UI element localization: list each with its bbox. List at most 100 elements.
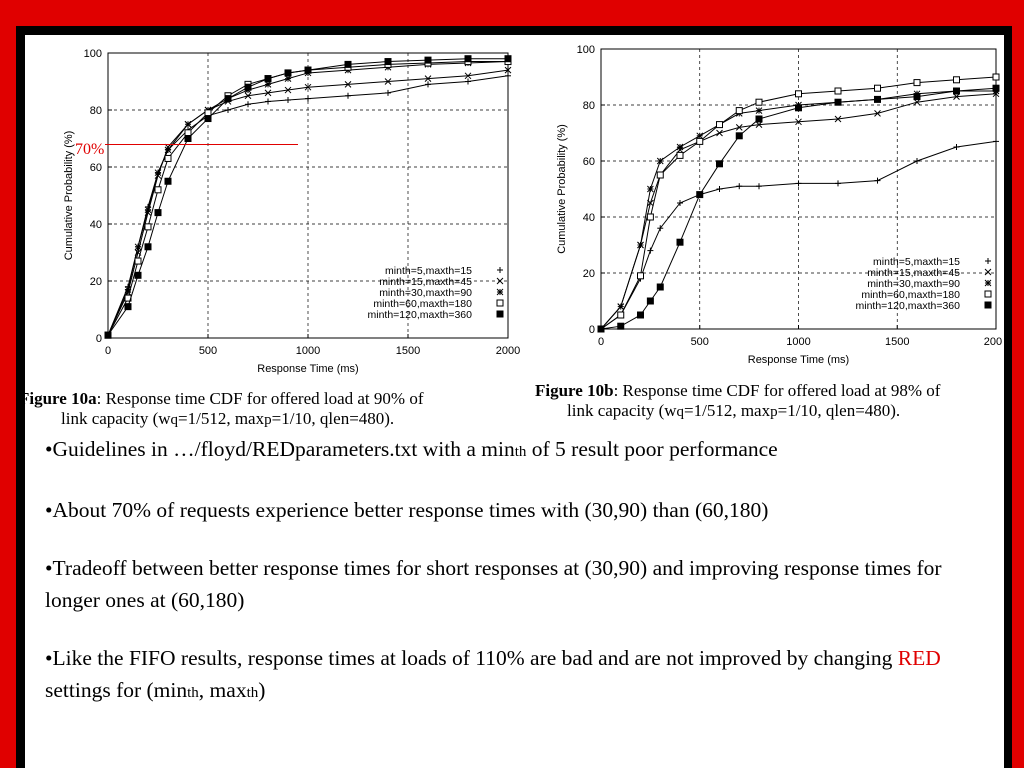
fig10a-point-s4-1	[124, 303, 132, 311]
fig10b-marker-s1-12-d2	[874, 110, 881, 117]
fig10a-marker-s4-10	[264, 75, 272, 83]
fig10a-point-s4-7	[204, 115, 212, 123]
fig10b-marker-s1-9-d2	[755, 121, 763, 128]
fig10b-point-s4-6	[696, 191, 704, 199]
fig10a-point-s1-16	[464, 72, 472, 80]
fig10b-point-s2-4	[656, 157, 664, 165]
fig10b-point-s1-13	[913, 98, 921, 106]
fig10a-ytick-label: 20	[90, 276, 102, 288]
fig10a-marker-s1-9-d2	[244, 92, 252, 100]
fig10b-point-s0-14	[953, 144, 960, 150]
fig10b-point-s0-7	[716, 186, 723, 192]
bullet-fifo-text: •Like the FIFO results, response times a…	[45, 646, 898, 670]
fig10a-legend-label-4: minth=120,maxth=360	[368, 309, 473, 321]
fig10a-marker-s1-11-d2	[284, 86, 292, 94]
fig10a-point-s1-14	[384, 78, 392, 85]
fig10b-marker-s4-14	[953, 87, 960, 95]
fig10a-point-s4-0	[104, 331, 112, 339]
fig10b-point-s3-15	[992, 73, 1000, 81]
bullet-fifo-red: RED	[897, 646, 941, 670]
fig10b-marker-s2-2-d2	[637, 241, 644, 249]
fig10a-point-s2-2	[134, 243, 142, 251]
bullet-list: •Guidelines in …/floyd/REDparameters.txt…	[45, 433, 1000, 735]
fig10a-legend-marker-3	[496, 299, 504, 307]
fig10b-point-s4-15	[992, 84, 1000, 92]
fig10b-legend-label-0: minth=5,maxth=15	[873, 256, 960, 268]
fig10a-point-s4-13	[344, 60, 352, 68]
caption-fig10b-sub1: q	[676, 404, 685, 420]
bullet-fifo-text4: )	[258, 678, 266, 702]
fig10b-point-s0-3	[647, 247, 654, 254]
fig10b-marker-s3-4	[656, 171, 664, 179]
fig10a-point-s2-10	[264, 80, 272, 88]
fig10a-point-s0-15	[425, 81, 431, 88]
seventy-percent-line	[105, 144, 298, 145]
fig10b-point-s4-8	[735, 132, 743, 140]
fig10b-point-s0-8	[736, 183, 743, 190]
fig10b-marker-s4-1	[617, 322, 625, 330]
fig10b-xlabel: Response Time (ms)	[748, 354, 849, 366]
fig10b-marker-s4-13	[913, 93, 921, 101]
fig10a-marker-s4-2	[134, 271, 142, 279]
fig10b-point-s4-4	[656, 283, 664, 291]
fig10a-ytick-label: 40	[90, 219, 102, 231]
fig10a-legend-mk-1-d2	[496, 277, 504, 285]
slide: 0 500 1000 1500 2000 0 20 40 60 80 100 Response Tim…	[25, 35, 1004, 768]
fig10b-point-s3-5	[676, 151, 684, 159]
fig10b-marker-s4-10	[795, 104, 802, 112]
fig10b-legend-marker-1	[984, 268, 992, 276]
fig10b-series-line-0	[600, 140, 997, 330]
fig10b-marker-s4-15	[992, 84, 1000, 92]
fig10a-marker-s3-3	[144, 223, 152, 231]
fig10a-marker-s2-4-d2	[154, 169, 162, 177]
caption-fig10b: Figure 10b: Response time CDF for offere…	[535, 381, 1004, 422]
fig10b-point-s0-13	[914, 158, 920, 164]
fig10a-marker-s3-6	[184, 129, 192, 137]
fig10b-legend-marker-4	[984, 301, 992, 309]
bullet-guidelines-sub: th	[514, 444, 527, 460]
caption-fig10a-text: : Response time CDF for offered load at …	[96, 389, 424, 408]
caption-fig10b-text3: =1/512, max	[684, 401, 771, 420]
fig10a-marker-s2-3-d2	[144, 206, 152, 214]
fig10a-point-s0-12	[305, 95, 311, 102]
fig10b-marker-s3-6	[696, 137, 704, 145]
fig10a-ytick-label: 80	[90, 105, 102, 117]
fig10b-legend-label-2: minth=30,maxth=90	[867, 278, 960, 290]
fig10a-marker-s2-5-d2	[164, 146, 172, 154]
fig10a-point-s4-2	[134, 271, 142, 279]
fig10a-point-s4-3	[144, 243, 152, 251]
fig10a-point-s1-12	[304, 83, 312, 91]
fig10b-point-s1-11	[834, 115, 842, 123]
fig10b-point-s4-2	[637, 311, 644, 319]
fig10b-xtick-label: 0	[598, 336, 604, 348]
fig10a-marker-s4-6	[184, 135, 192, 142]
fig10b-point-s3-6	[696, 137, 704, 145]
fig10b-point-s0-5	[677, 200, 683, 206]
fig10b-point-s0-12	[874, 177, 881, 184]
fig10b-xtick-label: 1500	[885, 336, 909, 348]
bullet-seventy-percent: •About 70% of requests experience better…	[45, 498, 769, 522]
fig10a-point-s3-2	[134, 257, 142, 265]
bullet-fifo-text2: settings for (min	[45, 678, 188, 702]
fig10b-point-s3-7	[716, 121, 723, 129]
fig10b-marker-s2-6-d2	[696, 132, 704, 140]
fig10a-legend-marker-1	[496, 277, 504, 285]
bullet-fifo-text3: , max	[198, 678, 247, 702]
fig10b-point-s2-1	[617, 303, 625, 310]
fig10b-point-s3-2	[637, 272, 644, 280]
bullet-tradeoff: •Tradeoff between better response times …	[45, 556, 942, 612]
fig10a-point-s4-16	[464, 55, 472, 63]
bullet-fifo: •Like the FIFO results, response times a…	[45, 642, 1000, 709]
fig10a-legend-mk-3	[496, 299, 504, 307]
fig10a-point-s4-17	[504, 55, 512, 63]
caption-fig10a-line1: Figure 10a: Response time CDF for offere…	[25, 389, 519, 409]
fig10a-point-s4-6	[184, 135, 192, 142]
fig10b-legend-label-1: minth=15,maxth=45	[867, 267, 960, 279]
fig10a-marker-s4-16	[464, 55, 472, 63]
fig10b-marker-s2-5-d2	[676, 143, 684, 151]
bullet-guidelines-text2: of 5 result poor performance	[526, 437, 778, 461]
fig10a-xtick-label: 2000	[496, 345, 520, 357]
fig10a-marker-s2-6-d2	[184, 120, 192, 128]
fig10b-ytick-label: 60	[583, 156, 595, 168]
fig10a-point-s0-14	[385, 89, 391, 96]
